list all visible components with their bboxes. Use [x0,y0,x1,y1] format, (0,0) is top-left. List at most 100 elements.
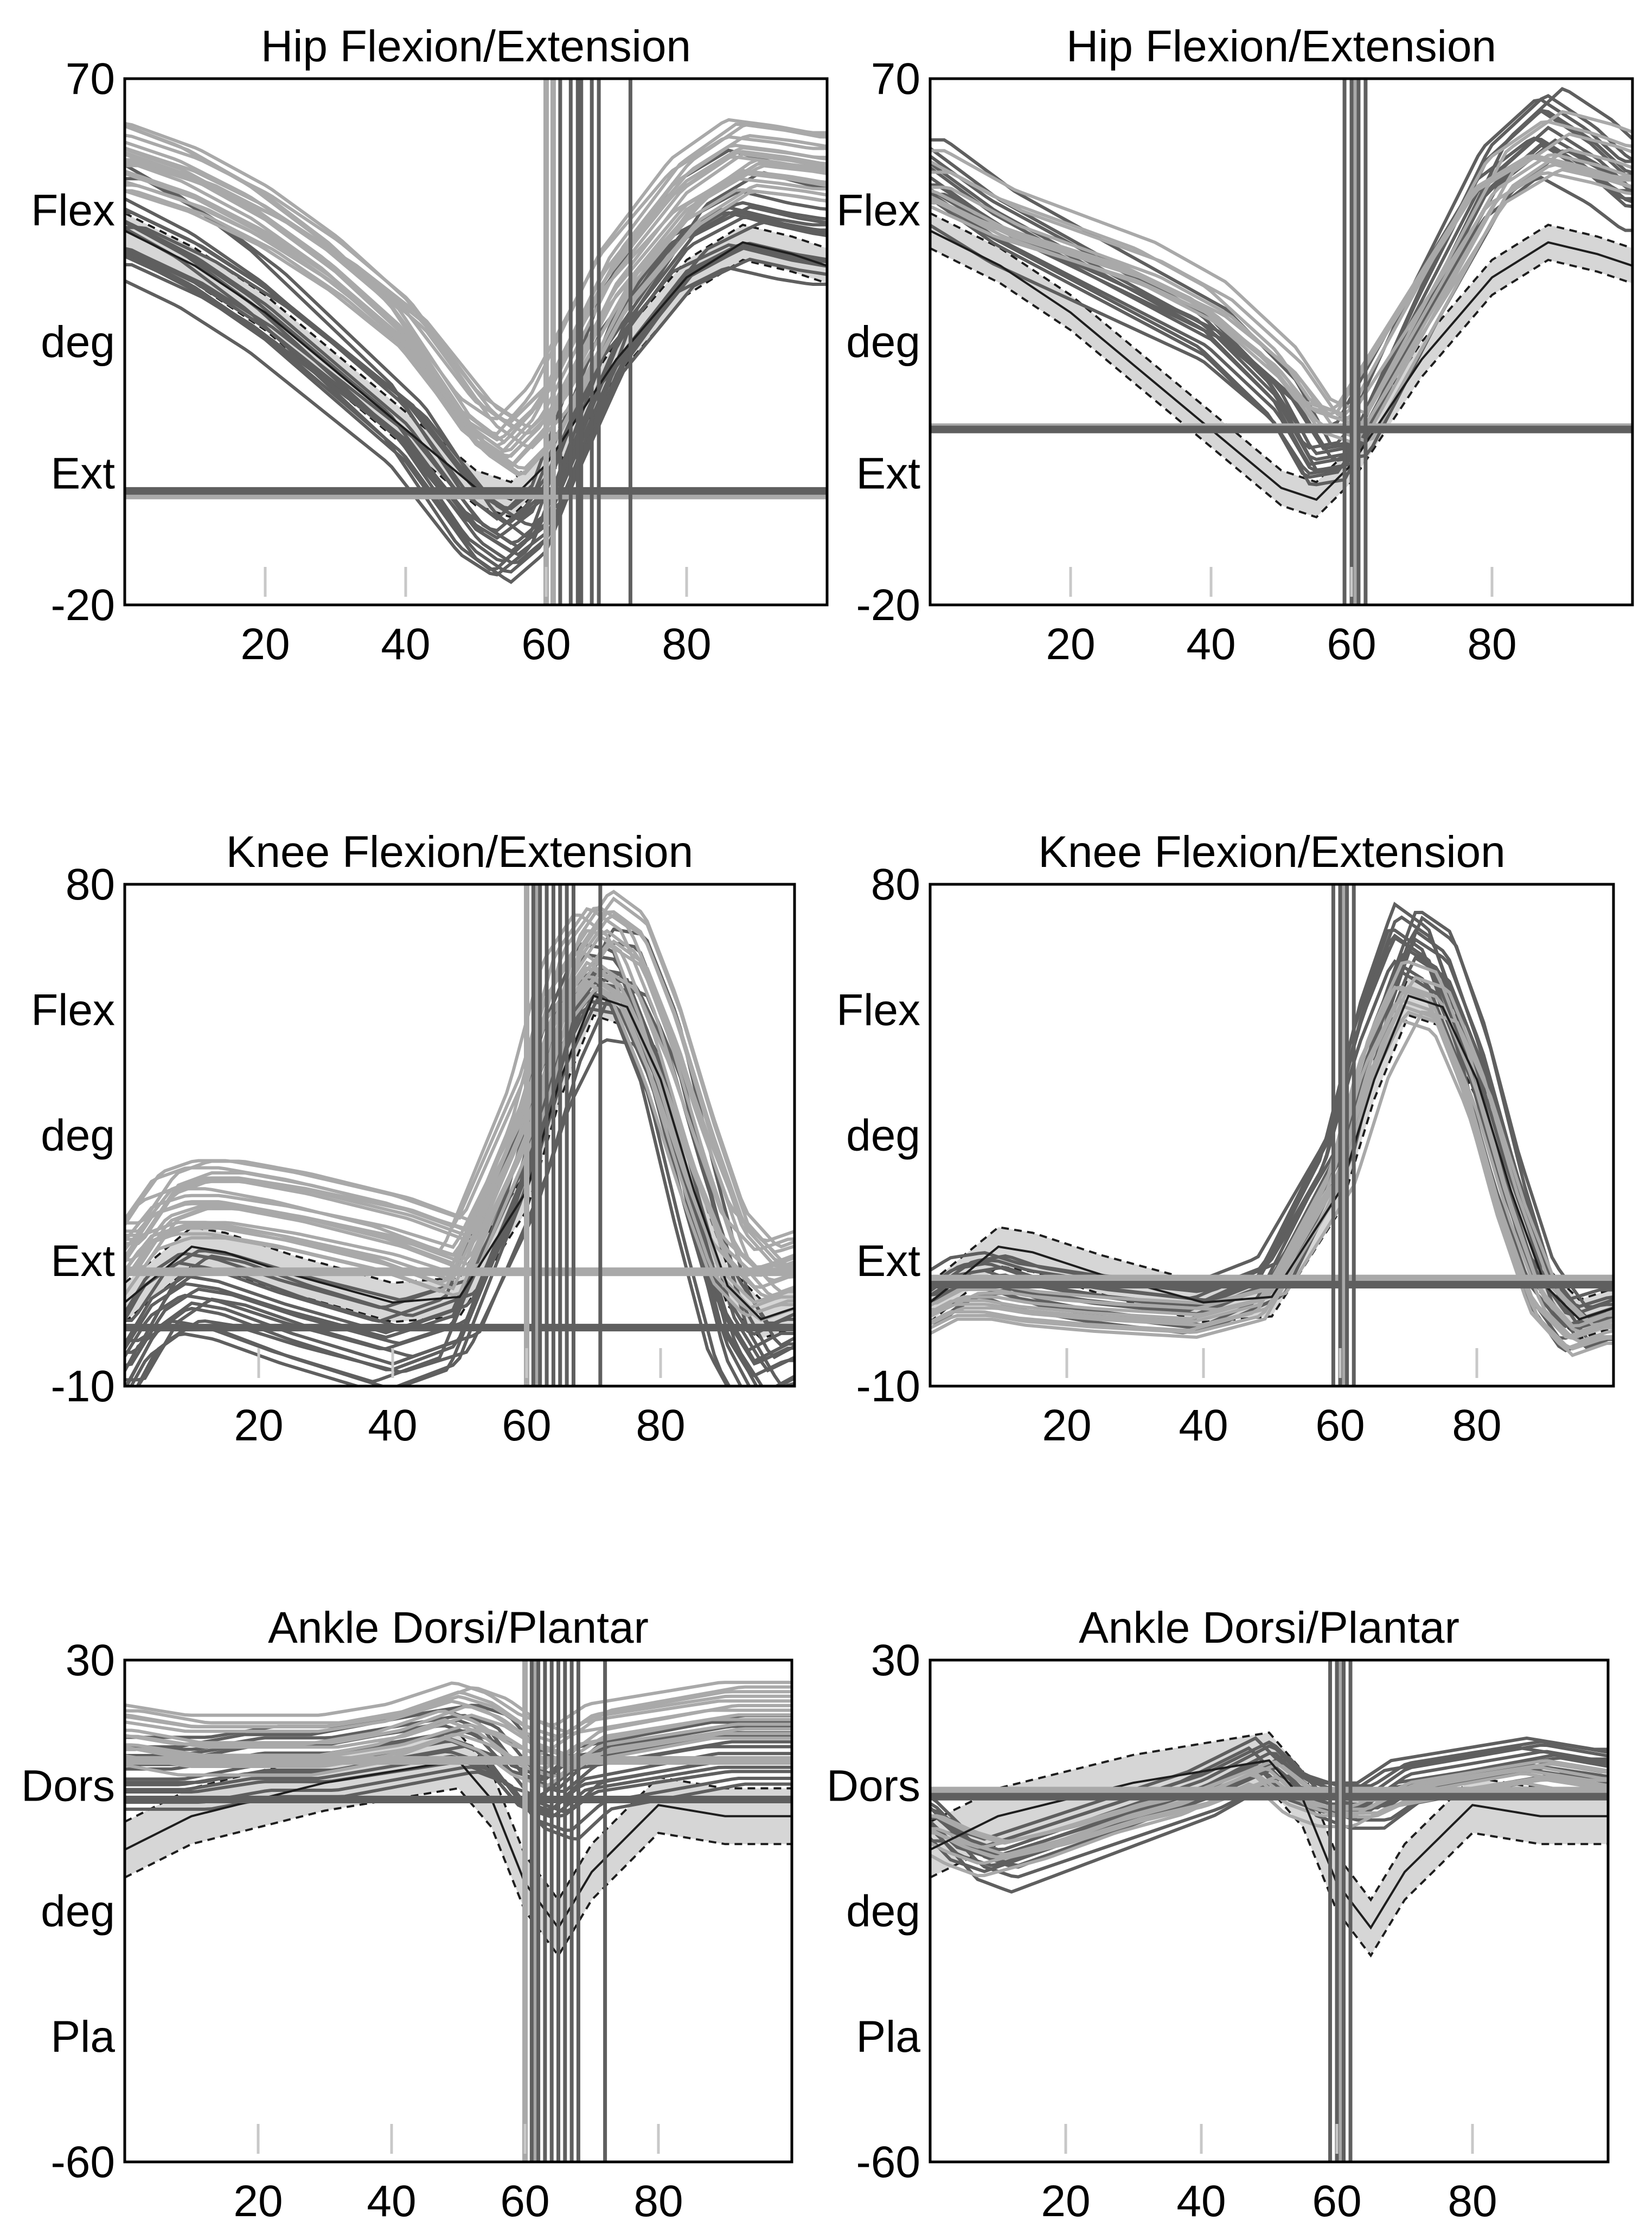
trial-curve-light-19 [125,135,827,420]
x-tick-label-40: 40 [367,2177,416,2226]
plot-area [930,884,1613,1386]
y-axis-label-pla: Pla [856,2012,920,2062]
trial-curve-dark-11 [930,1743,1608,1852]
chart-panel-2: Hip Flexion/Extension 20 40 60 80 70 -20 Flex de… [836,22,1634,669]
y-axis-label-deg: deg [41,317,115,367]
trial-curve-light-20 [125,906,795,1242]
x-tick-label-40: 40 [1179,1401,1228,1450]
chart-panel-4: Knee Flexion/Extension 20 40 60 80 80 -10 Flex d… [836,827,1615,1450]
y-tick-label-top: 80 [66,860,115,909]
y-tick-label-bottom: -60 [856,2137,920,2187]
trial-curve-light-5 [930,171,1632,423]
normal-band-lower [930,247,1632,519]
y-tick-label-top: 30 [66,1636,115,1685]
y-axis-label-flex: Flex [31,985,115,1035]
y-axis-label-ext: Ext [856,449,921,499]
plot-area [125,79,827,605]
x-tick-label-20: 20 [1041,2177,1090,2226]
plot-frame [123,77,829,607]
trial-curve-dark-11 [125,243,827,540]
normal-mean-line [930,1759,1608,1930]
trial-curve-light-11 [125,975,795,1277]
y-axis-label-deg: deg [41,1111,115,1160]
trial-curve-light-9 [930,120,1632,417]
trial-curve-dark-13 [930,1736,1608,1841]
x-tick-label-80: 80 [662,620,711,669]
x-tick-label-20: 20 [233,2177,283,2226]
y-axis-label-deg: deg [846,1887,920,1936]
x-tick-label-40: 40 [368,1401,417,1450]
trial-curve-light-18 [125,146,827,424]
chart-title: Hip Flexion/Extension [1066,22,1496,71]
y-axis-label-ext: Ext [51,1236,116,1286]
y-tick-label-bottom: -20 [856,580,920,630]
trial-curve-dark-17 [125,148,827,521]
plot-frame [123,1658,793,2164]
chart-panel-5: Ankle Dorsi/Plantar 20 40 60 80 30 -60 Dors deg P… [21,1603,793,2226]
chart-panel-6: Ankle Dorsi/Plantar 20 40 60 80 30 -60 Dors deg P… [827,1603,1610,2226]
plot-frame [929,77,1634,607]
y-axis-label-ext: Ext [856,1236,921,1286]
trial-curve-dark-11 [930,98,1632,450]
trial-curve-light-8 [930,154,1632,412]
trial-curve-light-8 [125,1703,792,1756]
trial-curve-light-4 [930,1010,1613,1343]
trial-curve-light-10 [930,110,1632,416]
trial-curve-light-16 [125,164,827,429]
trial-curve-dark-4 [125,211,827,571]
trial-curve-light-17 [125,942,795,1254]
trial-curve-light-18 [125,907,795,1252]
y-tick-label-top: 70 [66,54,115,104]
x-tick-label-20: 20 [1046,620,1095,669]
y-axis-label-flex: Flex [836,186,920,235]
trial-curve-light-6 [930,132,1632,428]
x-tick-label-60: 60 [502,1401,551,1450]
normal-band-upper [930,212,1632,483]
x-tick-label-20: 20 [234,1401,283,1450]
chart-title: Ankle Dorsi/Plantar [1079,1603,1459,1652]
chart-title: Knee Flexion/Extension [1038,827,1506,877]
trial-curve-dark-12 [930,1740,1608,1843]
y-tick-label-bottom: -60 [50,2137,115,2187]
trial-curve-dark-14 [125,220,827,527]
x-tick-label-80: 80 [636,1401,685,1450]
y-axis-label-dors: Dors [21,1761,115,1810]
x-tick-label-80: 80 [633,2177,683,2226]
x-tick-label-40: 40 [1176,2177,1226,2226]
trial-curve-light-5 [125,980,795,1305]
trial-curve-light-6 [930,1765,1608,1859]
y-tick-label-top: 80 [871,860,920,909]
y-axis-label-ext: Ext [51,449,116,499]
x-tick-label-40: 40 [1186,620,1235,669]
trial-curve-light-13 [125,1681,792,1727]
normal-band [125,1732,792,1956]
trial-curve-light-9 [125,1699,792,1743]
trial-curve-dark-11 [930,948,1613,1309]
y-axis-label-dors: Dors [827,1761,920,1810]
x-tick-label-80: 80 [1452,1401,1501,1450]
normal-band-upper [930,1731,1608,1902]
trial-curve-light-20 [125,133,827,418]
trial-curve-dark-2 [125,266,827,577]
y-axis-label-deg: deg [846,1111,920,1160]
y-axis-label-flex: Flex [31,186,115,235]
trial-curve-dark-10 [930,94,1632,456]
plot-area [930,79,1632,605]
y-axis-label-deg: deg [846,317,920,367]
x-tick-label-80: 80 [1448,2177,1497,2226]
y-axis-label-flex: Flex [836,985,920,1035]
y-tick-label-bottom: -10 [856,1362,920,1411]
x-tick-label-40: 40 [381,620,430,669]
trial-curve-light-4 [125,1722,792,1766]
chart-title: Hip Flexion/Extension [261,22,691,71]
trial-curve-dark-12 [930,87,1632,446]
trial-curve-light-6 [125,1713,792,1759]
normal-mean-line [930,994,1613,1320]
trial-curve-light-12 [125,1685,792,1736]
plot-frame [929,883,1615,1388]
chart-panel-3: Knee Flexion/Extension 20 40 60 80 80 -10 Flex d… [31,827,796,1450]
x-tick-label-60: 60 [500,2177,549,2226]
x-tick-label-60: 60 [521,620,571,669]
plot-area [125,884,795,1386]
trial-curve-dark-8 [125,241,827,554]
